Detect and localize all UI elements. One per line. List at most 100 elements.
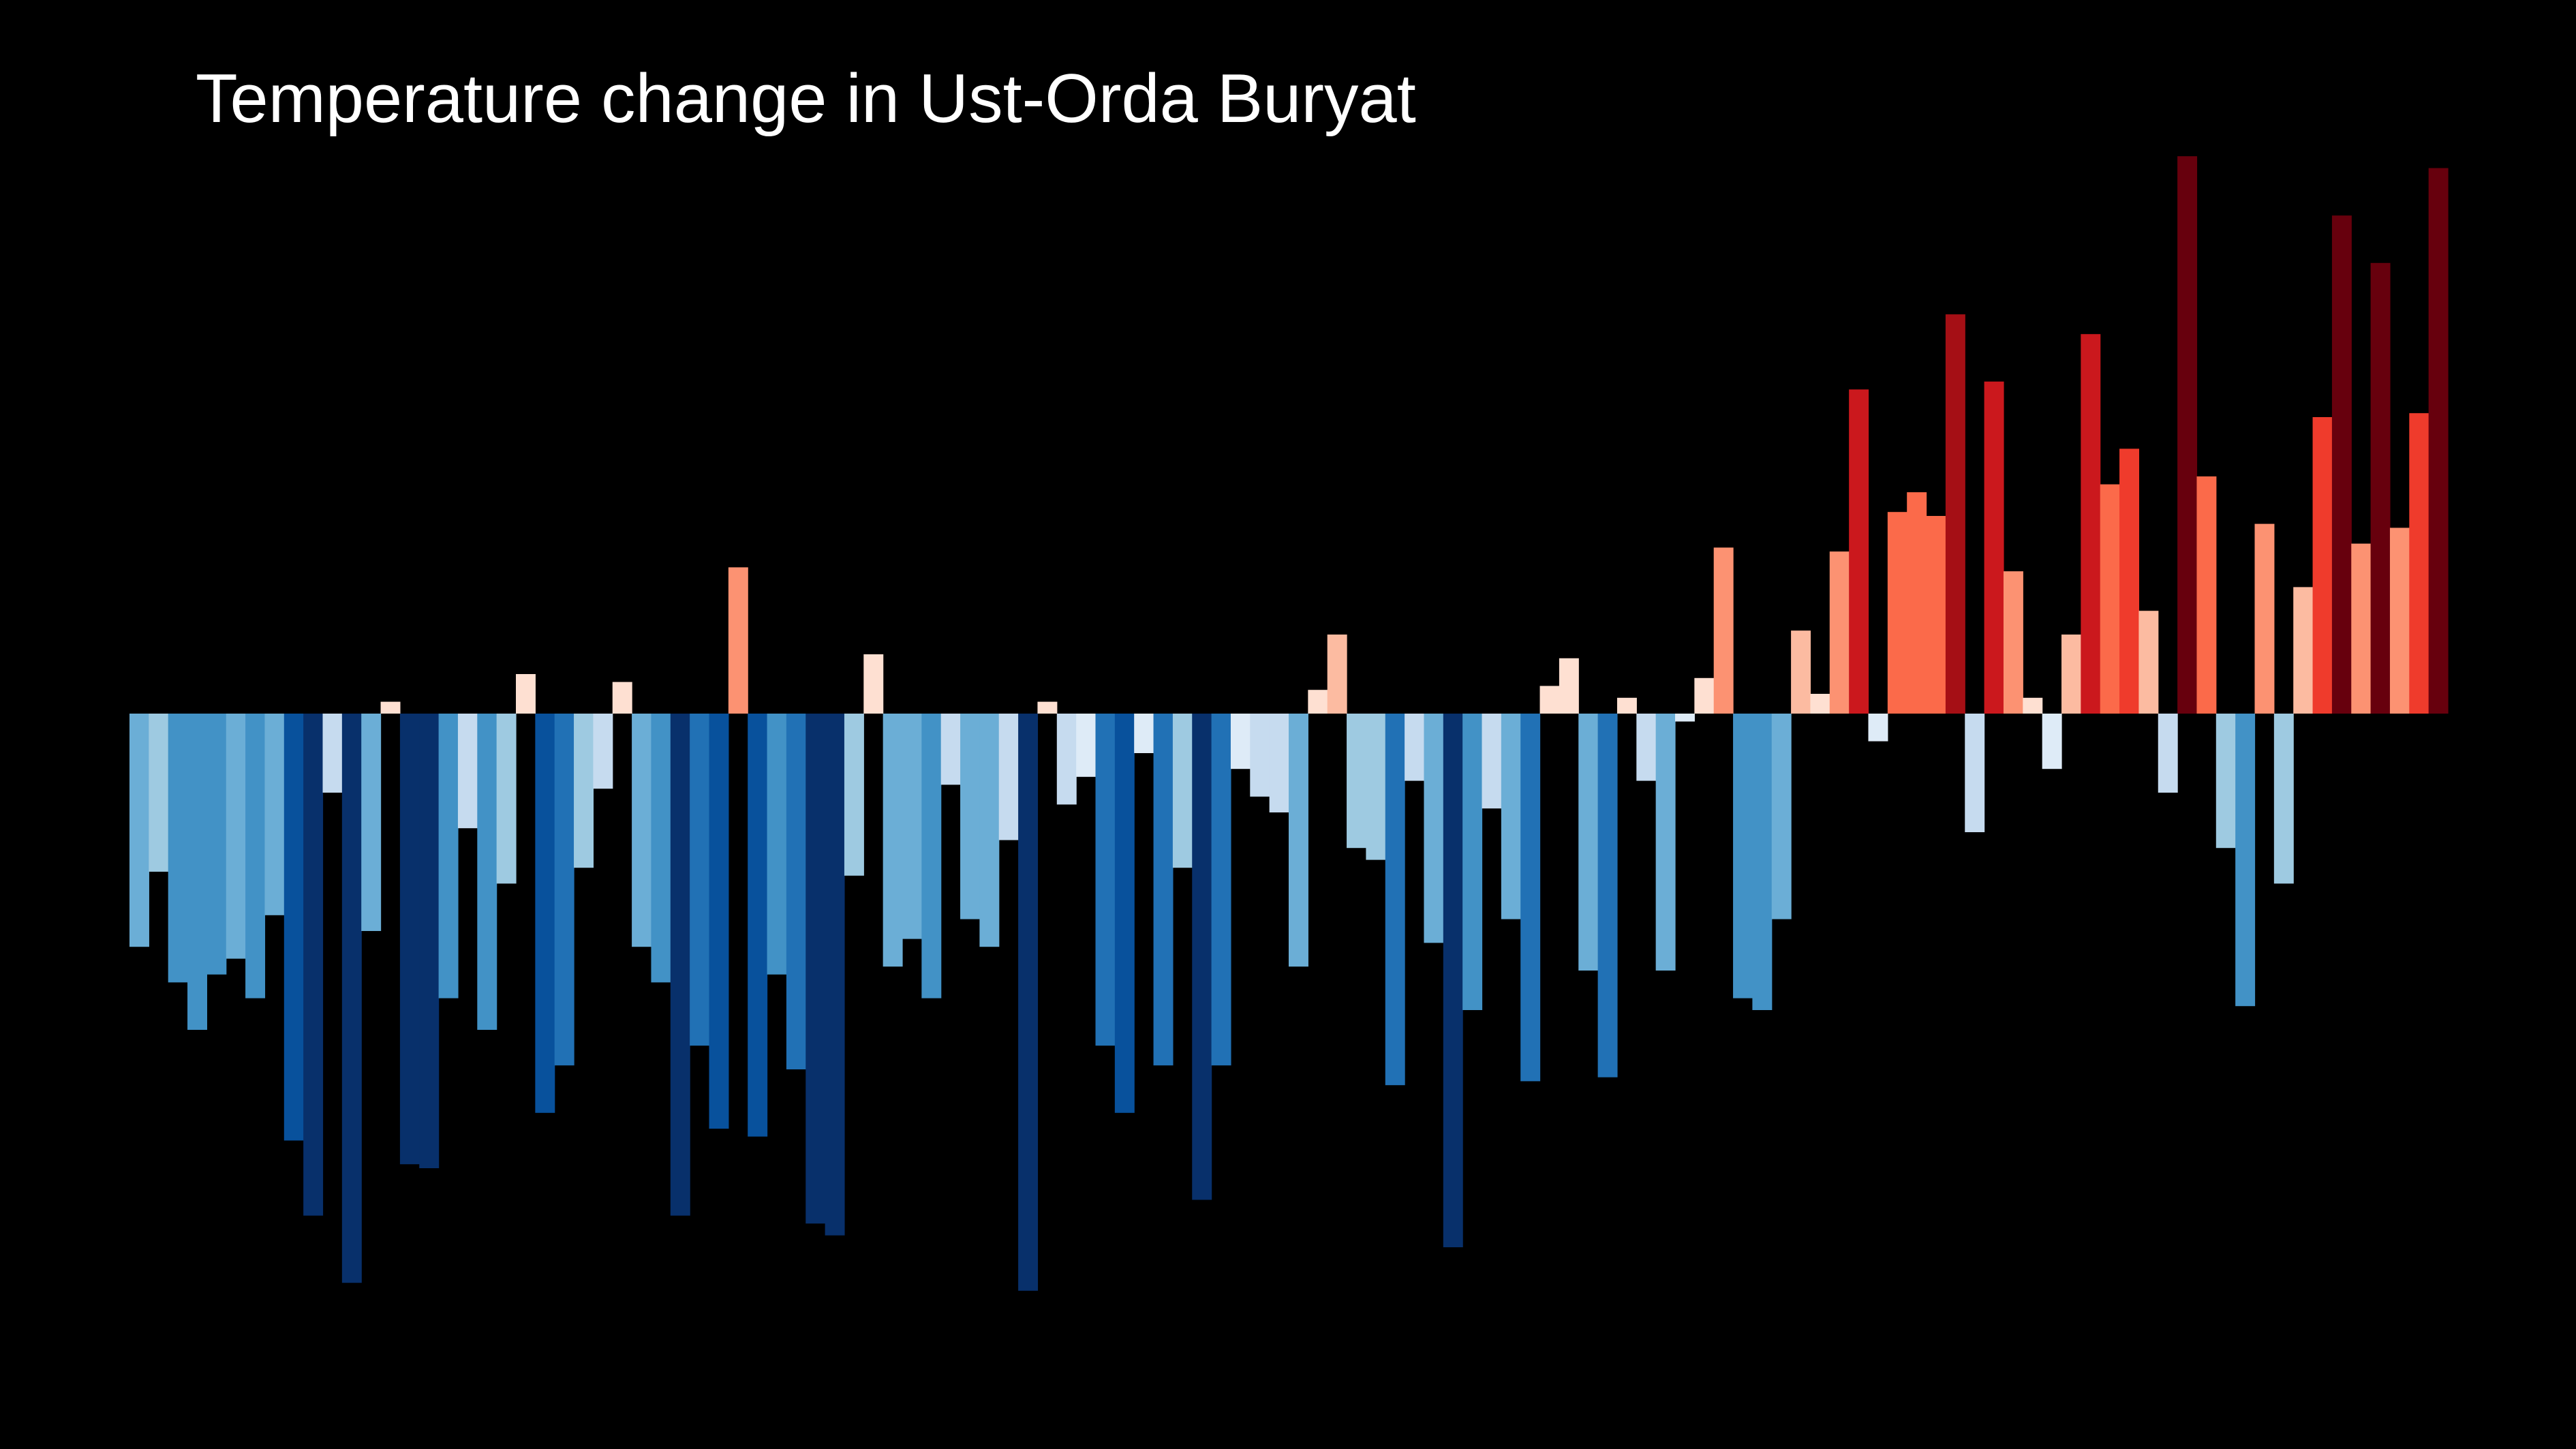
bar-52: [1134, 714, 1154, 753]
bar-68: [1443, 714, 1463, 1247]
bar-25: [612, 682, 632, 714]
bar-106: [2177, 156, 2198, 714]
bar-61: [1308, 690, 1328, 714]
bar-46: [1018, 714, 1039, 1291]
bar-69: [1462, 714, 1483, 1010]
bar-115: [2351, 543, 2372, 714]
bar-21: [535, 714, 555, 1113]
bar-33: [767, 714, 787, 975]
bar-2: [168, 714, 188, 983]
bar-98: [2023, 697, 2043, 714]
bar-80: [1675, 714, 1695, 722]
bar-78: [1636, 714, 1657, 781]
bar-59: [1269, 714, 1289, 812]
bar-28: [670, 714, 690, 1216]
bar-31: [728, 567, 748, 714]
bar-9: [303, 714, 324, 1216]
bar-77: [1616, 697, 1637, 714]
bar-110: [2254, 523, 2275, 714]
bar-56: [1211, 714, 1231, 1066]
bar-55: [1192, 714, 1212, 1200]
bar-63: [1347, 714, 1366, 849]
bar-53: [1153, 714, 1174, 1066]
bar-90: [1868, 714, 1888, 742]
bar-85: [1771, 714, 1792, 919]
bar-11: [341, 714, 362, 1283]
bar-72: [1520, 714, 1541, 1082]
bar-7: [264, 714, 285, 915]
bar-3: [187, 714, 207, 1030]
bar-34: [786, 714, 806, 1069]
bar-1: [149, 714, 169, 872]
bar-82: [1713, 547, 1734, 714]
bar-36: [825, 714, 845, 1236]
bar-84: [1752, 714, 1773, 1010]
bar-38: [863, 654, 884, 714]
bar-48: [1056, 714, 1077, 805]
bar-40: [902, 714, 922, 939]
bar-103: [2119, 448, 2139, 714]
bar-54: [1172, 714, 1193, 868]
bar-32: [748, 714, 768, 1137]
bar-99: [2042, 714, 2062, 769]
bar-10: [322, 714, 343, 793]
bar-15: [419, 714, 440, 1168]
bar-67: [1424, 714, 1444, 943]
bar-74: [1559, 658, 1579, 714]
bar-116: [2370, 262, 2391, 714]
bar-118: [2409, 413, 2429, 714]
bar-105: [2158, 714, 2178, 793]
bar-113: [2312, 417, 2333, 714]
bar-49: [1076, 714, 1097, 777]
bar-100: [2061, 635, 2081, 714]
bar-96: [1984, 381, 2004, 714]
bar-70: [1482, 714, 1502, 809]
bar-13: [380, 701, 401, 714]
bar-81: [1694, 677, 1715, 714]
bar-47: [1037, 701, 1058, 714]
bar-26: [632, 714, 652, 947]
bar-17: [457, 714, 478, 829]
bar-97: [2003, 571, 2023, 714]
bar-22: [554, 714, 574, 1066]
bar-111: [2273, 714, 2294, 884]
bar-66: [1405, 714, 1425, 781]
bar-101: [2081, 334, 2101, 714]
bar-62: [1327, 635, 1347, 714]
bar-42: [940, 714, 961, 785]
bar-43: [960, 714, 980, 919]
bar-65: [1385, 714, 1405, 1086]
bar-104: [2138, 611, 2159, 714]
bar-75: [1578, 714, 1599, 971]
bar-35: [806, 714, 826, 1224]
bar-50: [1095, 714, 1116, 1046]
bar-108: [2215, 714, 2236, 849]
bar-30: [709, 714, 729, 1129]
bar-94: [1945, 314, 1965, 714]
bar-93: [1926, 516, 1946, 714]
bar-41: [921, 714, 942, 998]
bar-79: [1655, 714, 1676, 971]
bar-86: [1791, 630, 1811, 714]
bar-83: [1733, 714, 1753, 998]
bar-8: [283, 714, 304, 1141]
bar-39: [883, 714, 903, 967]
bar-18: [477, 714, 497, 1030]
bar-88: [1829, 551, 1850, 714]
bar-89: [1849, 389, 1869, 714]
bar-19: [496, 714, 517, 884]
bar-16: [438, 714, 459, 998]
bar-117: [2389, 528, 2410, 714]
bar-112: [2293, 587, 2314, 714]
bar-12: [361, 714, 382, 931]
bar-5: [226, 714, 246, 959]
bar-6: [245, 714, 266, 998]
bar-45: [998, 714, 1019, 840]
bar-109: [2235, 714, 2256, 1007]
bar-87: [1810, 694, 1830, 714]
bar-14: [399, 714, 420, 1165]
bar-71: [1501, 714, 1521, 919]
bar-119: [2428, 168, 2449, 714]
chart-title: Temperature change in Ust-Orda Buryat: [196, 61, 1416, 137]
